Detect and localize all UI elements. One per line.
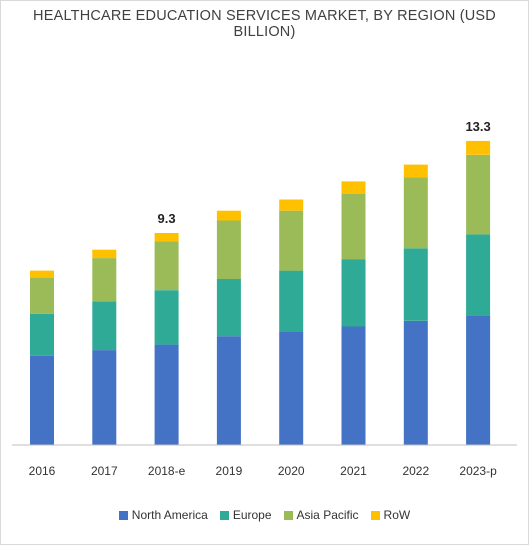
bar-2022-row	[403, 164, 428, 178]
bar-2023-p-asia-pacific	[466, 154, 491, 235]
chart-title: HEALTHCARE EDUCATION SERVICES MARKET, BY…	[33, 8, 496, 40]
legend-item-europe: Europe	[219, 508, 272, 522]
bar-2017-europe	[92, 301, 117, 351]
bar-2021-row	[341, 181, 366, 194]
bar-2016-north-america	[30, 355, 54, 445]
x-tick-label-2021: 2021	[340, 464, 367, 478]
bar-2018-e-north-america	[154, 344, 179, 445]
x-tick-label-2019: 2019	[216, 464, 243, 478]
stacked-bar-chart: 2016 2017 2018-e 2019 2020 2021 2022 2023-p 9.3…	[12, 119, 517, 478]
bar-2019-asia-pacific	[216, 220, 241, 279]
legend-swatch-europe	[219, 510, 229, 520]
legend-label-asia-pacific: Asia Pacific	[296, 508, 359, 522]
bar-2020-europe	[279, 270, 304, 332]
x-tick-label-2018-e: 2018-e	[148, 464, 186, 478]
legend-item-row: RoW	[370, 508, 411, 522]
bar-2017-asia-pacific	[92, 258, 117, 302]
bar-2020-asia-pacific	[279, 210, 304, 271]
legend-label-europe: Europe	[232, 508, 272, 522]
bar-2018-e-asia-pacific	[154, 241, 179, 291]
data-labels: 9.3 13.3	[158, 119, 491, 226]
bar-2023-p-europe	[466, 234, 491, 316]
bar-2021-europe	[341, 259, 366, 327]
legend-swatch-row	[370, 510, 380, 520]
bar-2018-e-row	[154, 233, 179, 242]
bars-group	[30, 140, 491, 445]
x-tick-label-2022: 2022	[402, 464, 429, 478]
bar-2016-row	[30, 270, 54, 278]
x-tick-label-2023-p: 2023-p	[459, 464, 497, 478]
legend-swatch-north-america	[118, 510, 128, 520]
data-label-2023-p: 13.3	[465, 119, 490, 134]
bar-2022-europe	[403, 248, 428, 321]
x-tick-label-2016: 2016	[29, 464, 56, 478]
legend-label-north-america: North America	[131, 508, 208, 522]
bar-2018-e-europe	[154, 290, 179, 345]
bar-2022-asia-pacific	[403, 177, 428, 249]
bar-2021-asia-pacific	[341, 193, 366, 260]
bar-2019-row	[216, 210, 241, 221]
bar-2016-europe	[30, 313, 54, 356]
bar-2023-p-north-america	[466, 315, 491, 445]
x-tick-label-2020: 2020	[278, 464, 305, 478]
legend-label-row: RoW	[383, 508, 411, 522]
bar-2016-asia-pacific	[30, 277, 54, 314]
bar-2019-north-america	[216, 336, 241, 445]
legend-item-asia-pacific: Asia Pacific	[283, 508, 359, 522]
bar-2023-p-row	[466, 140, 491, 155]
bar-2019-europe	[216, 279, 241, 337]
x-tick-label-2017: 2017	[91, 464, 118, 478]
bar-2017-north-america	[92, 350, 117, 445]
bar-2020-north-america	[279, 332, 304, 445]
bar-2017-row	[92, 249, 117, 259]
x-tick-labels: 2016 2017 2018-e 2019 2020 2021 2022 2023-p	[29, 464, 497, 478]
legend-swatch-asia-pacific	[283, 510, 293, 520]
bar-2022-north-america	[403, 320, 428, 445]
bar-2020-row	[279, 199, 304, 211]
data-label-2018-e: 9.3	[158, 211, 176, 226]
legend-item-north-america: North America	[118, 508, 208, 522]
bar-2021-north-america	[341, 326, 366, 445]
legend: North America Europe Asia Pacific RoW	[0, 508, 529, 522]
